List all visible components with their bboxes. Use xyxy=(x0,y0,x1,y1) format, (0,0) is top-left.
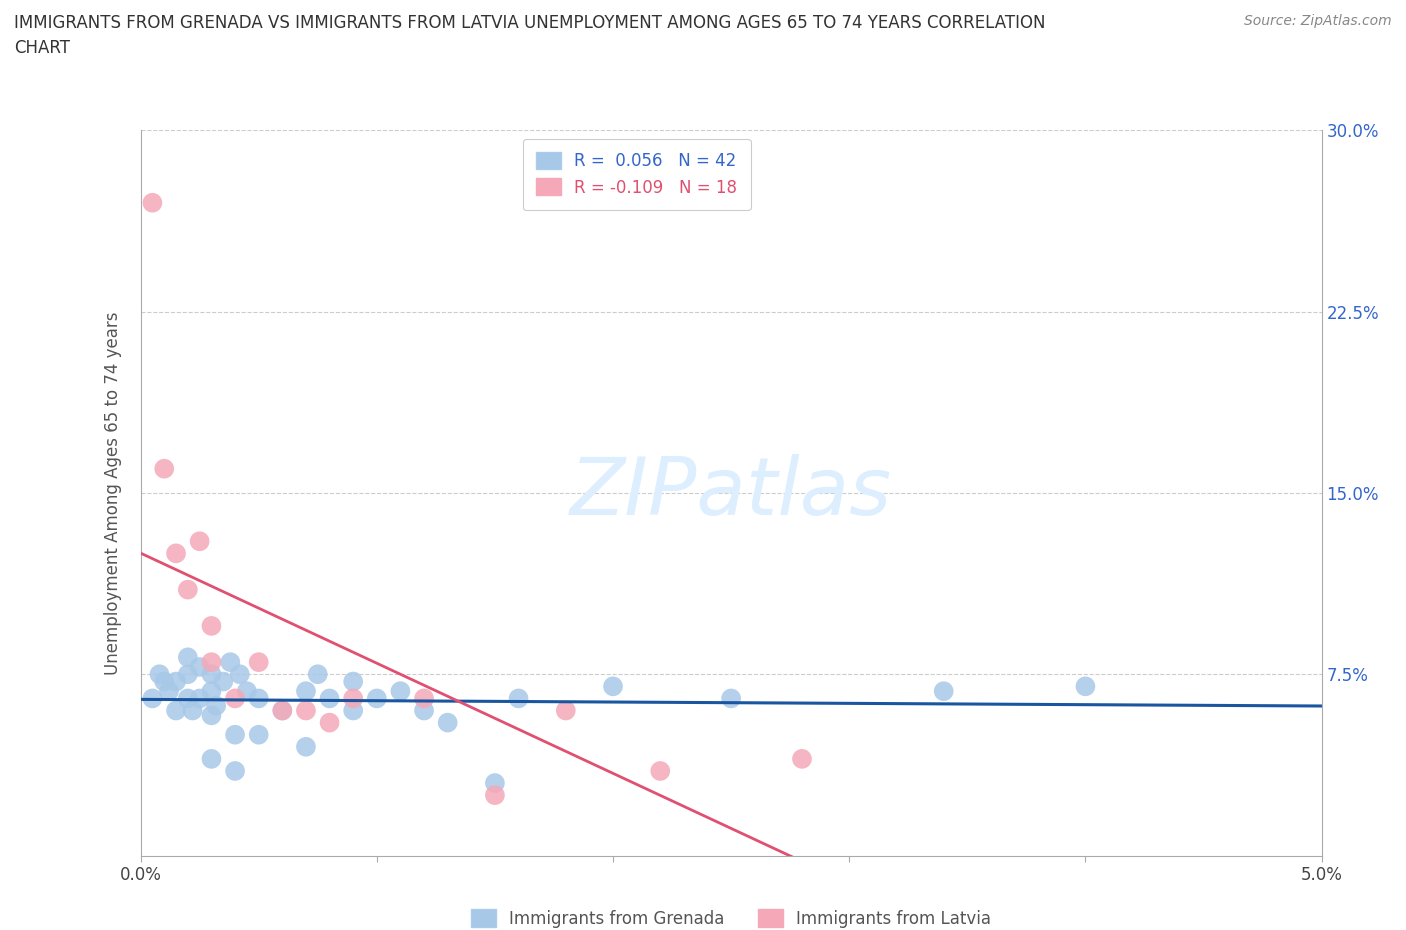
Point xyxy=(484,788,506,803)
Point xyxy=(436,715,458,730)
Legend: Immigrants from Grenada, Immigrants from Latvia: Immigrants from Grenada, Immigrants from… xyxy=(464,903,998,930)
Point xyxy=(342,703,364,718)
Point xyxy=(181,703,204,718)
Point xyxy=(188,659,211,674)
Point xyxy=(295,684,318,698)
Point xyxy=(177,650,200,665)
Point xyxy=(1074,679,1097,694)
Point xyxy=(188,691,211,706)
Point xyxy=(141,691,163,706)
Point xyxy=(554,703,576,718)
Point xyxy=(366,691,388,706)
Point xyxy=(247,727,270,742)
Point xyxy=(177,582,200,597)
Point xyxy=(295,739,318,754)
Point xyxy=(188,534,211,549)
Point xyxy=(508,691,530,706)
Point xyxy=(200,684,222,698)
Point xyxy=(307,667,329,682)
Point xyxy=(271,703,294,718)
Text: ZIPatlas: ZIPatlas xyxy=(569,454,893,532)
Point xyxy=(602,679,624,694)
Text: IMMIGRANTS FROM GRENADA VS IMMIGRANTS FROM LATVIA UNEMPLOYMENT AMONG AGES 65 TO : IMMIGRANTS FROM GRENADA VS IMMIGRANTS FR… xyxy=(14,14,1046,57)
Point xyxy=(247,691,270,706)
Point xyxy=(224,764,246,778)
Point xyxy=(413,703,436,718)
Point xyxy=(413,691,436,706)
Point xyxy=(219,655,242,670)
Point xyxy=(650,764,672,778)
Point xyxy=(165,703,187,718)
Point xyxy=(389,684,412,698)
Point xyxy=(157,684,180,698)
Point xyxy=(200,667,222,682)
Point xyxy=(790,751,813,766)
Point xyxy=(153,461,176,476)
Point xyxy=(165,674,187,689)
Y-axis label: Unemployment Among Ages 65 to 74 years: Unemployment Among Ages 65 to 74 years xyxy=(104,312,122,674)
Point xyxy=(177,667,200,682)
Point xyxy=(236,684,259,698)
Point xyxy=(318,715,340,730)
Point xyxy=(200,655,222,670)
Point xyxy=(200,751,222,766)
Point xyxy=(247,655,270,670)
Point xyxy=(200,708,222,723)
Point xyxy=(932,684,955,698)
Point xyxy=(153,674,176,689)
Point xyxy=(342,691,364,706)
Point xyxy=(229,667,252,682)
Point xyxy=(271,703,294,718)
Point xyxy=(720,691,742,706)
Point xyxy=(177,691,200,706)
Point xyxy=(484,776,506,790)
Point xyxy=(224,727,246,742)
Point xyxy=(295,703,318,718)
Point xyxy=(212,674,235,689)
Point xyxy=(318,691,340,706)
Text: Source: ZipAtlas.com: Source: ZipAtlas.com xyxy=(1244,14,1392,28)
Point xyxy=(141,195,163,210)
Point xyxy=(205,698,228,713)
Point xyxy=(200,618,222,633)
Point xyxy=(224,691,246,706)
Point xyxy=(342,674,364,689)
Point xyxy=(148,667,170,682)
Point xyxy=(165,546,187,561)
